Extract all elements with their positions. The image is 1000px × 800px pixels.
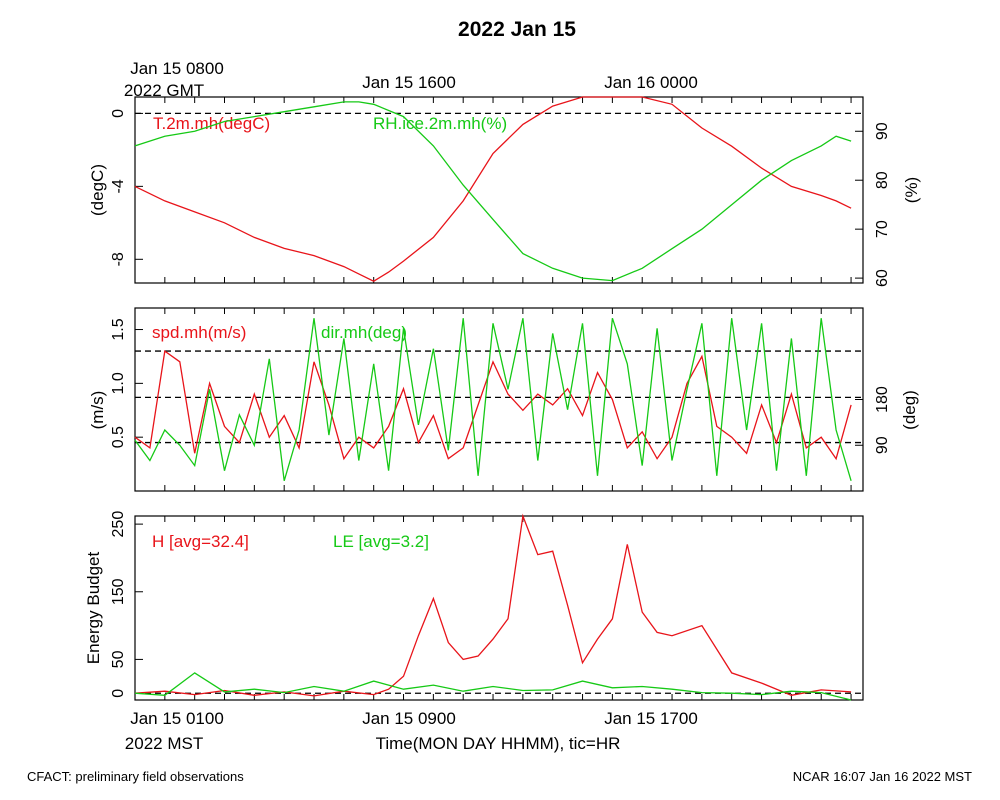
y-tick-label: -4 [110, 179, 127, 193]
y-tick-label: 150 [110, 578, 127, 605]
y-tick-label: 1.5 [110, 318, 127, 340]
chart-title: 2022 Jan 15 [458, 18, 576, 41]
y-tick-label: 1.0 [110, 372, 127, 394]
top-axis-sublabel: 2022 GMT [124, 81, 204, 100]
bottom-axis-sublabel: 2022 MST [125, 734, 203, 753]
series-line [134, 349, 852, 461]
y2-tick-label: 90 [874, 122, 891, 140]
series-line [134, 96, 852, 282]
legend-speed: spd.mh(m/s) [152, 323, 246, 342]
left-axis-label: (m/s) [88, 391, 107, 430]
y-tick-label: 0 [110, 109, 127, 118]
temperature-humidity-panel: (degC) (%) T.2m.mh(degC) RH.ice.2m.mh(%)… [88, 96, 921, 287]
series-line [134, 513, 852, 697]
top-tick-label: Jan 15 1600 [362, 73, 456, 92]
y2-tick-label: 80 [874, 171, 891, 189]
footer-left: CFACT: preliminary field observations [27, 769, 244, 784]
top-tick-label: Jan 16 0000 [604, 73, 698, 92]
y-tick-label: 0 [110, 689, 127, 698]
y-tick-label: 0.5 [110, 426, 127, 448]
y2-tick-label: 70 [874, 220, 891, 238]
panel-frame [134, 96, 864, 284]
bottom-tick-label: Jan 15 0900 [362, 709, 456, 728]
series-line [134, 672, 852, 701]
y2-tick-label: 180 [874, 386, 891, 413]
y-tick-label: 50 [110, 650, 127, 668]
legend-humidity: RH.ice.2m.mh(%) [373, 114, 507, 133]
bottom-tick-label: Jan 15 0100 [130, 709, 224, 728]
panel-frame [134, 515, 864, 701]
legend-sensible-heat: H [avg=32.4] [152, 532, 249, 551]
y2-tick-label: 60 [874, 269, 891, 287]
bottom-tick-label: Jan 15 1700 [604, 709, 698, 728]
y2-tick-label: 90 [874, 436, 891, 454]
legend-direction: dir.mh(deg) [321, 323, 407, 342]
y-tick-label: 250 [110, 511, 127, 538]
left-axis-label: (degC) [88, 164, 107, 216]
right-axis-label: (%) [902, 177, 921, 203]
energy-budget-panel: Energy Budget H [avg=32.4] LE [avg=3.2] … [84, 511, 864, 701]
top-tick-label: Jan 15 0800 [130, 59, 224, 78]
x-axis-title: Time(MON DAY HHMM), tic=HR [376, 734, 621, 753]
footer-right: NCAR 16:07 Jan 16 2022 MST [793, 769, 972, 784]
series-line [134, 101, 852, 282]
left-axis-label: Energy Budget [84, 551, 103, 664]
y-tick-label: -8 [110, 252, 127, 266]
right-axis-label: (deg) [900, 390, 919, 430]
wind-panel: (m/s) (deg) spd.mh(m/s) dir.mh(deg) 1.5 1… [88, 307, 919, 492]
series-line [134, 317, 852, 481]
legend-latent-heat: LE [avg=3.2] [333, 532, 429, 551]
